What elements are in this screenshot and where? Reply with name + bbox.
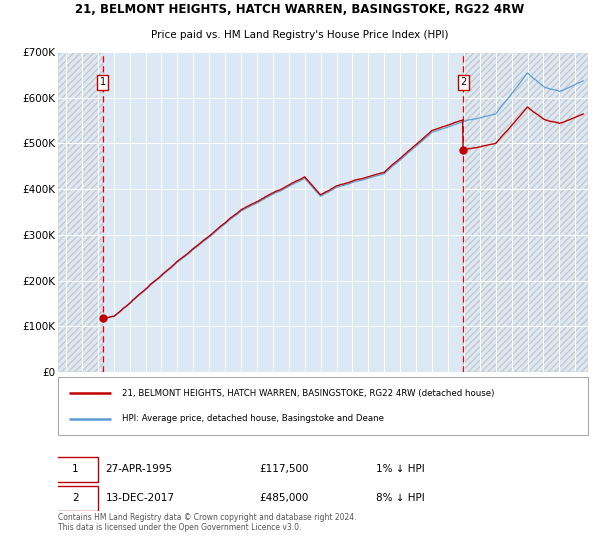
Text: 1: 1	[72, 464, 79, 474]
Text: 8% ↓ HPI: 8% ↓ HPI	[376, 493, 425, 503]
Text: 21, BELMONT HEIGHTS, HATCH WARREN, BASINGSTOKE, RG22 4RW (detached house): 21, BELMONT HEIGHTS, HATCH WARREN, BASIN…	[122, 389, 494, 398]
Text: Contains HM Land Registry data © Crown copyright and database right 2024.
This d: Contains HM Land Registry data © Crown c…	[58, 513, 356, 533]
Text: 13-DEC-2017: 13-DEC-2017	[106, 493, 175, 503]
Text: Price paid vs. HM Land Registry's House Price Index (HPI): Price paid vs. HM Land Registry's House …	[151, 30, 449, 40]
FancyBboxPatch shape	[53, 486, 98, 511]
Text: 2: 2	[72, 493, 79, 503]
Bar	[58, 52, 103, 372]
FancyBboxPatch shape	[53, 457, 98, 482]
Text: HPI: Average price, detached house, Basingstoke and Deane: HPI: Average price, detached house, Basi…	[122, 414, 383, 423]
Text: 1: 1	[100, 77, 106, 87]
Text: 21, BELMONT HEIGHTS, HATCH WARREN, BASINGSTOKE, RG22 4RW: 21, BELMONT HEIGHTS, HATCH WARREN, BASIN…	[76, 3, 524, 16]
Text: 1% ↓ HPI: 1% ↓ HPI	[376, 464, 425, 474]
Text: £485,000: £485,000	[259, 493, 309, 503]
Bar	[463, 52, 588, 372]
Text: 2: 2	[460, 77, 466, 87]
Text: £117,500: £117,500	[259, 464, 309, 474]
Text: 27-APR-1995: 27-APR-1995	[106, 464, 173, 474]
